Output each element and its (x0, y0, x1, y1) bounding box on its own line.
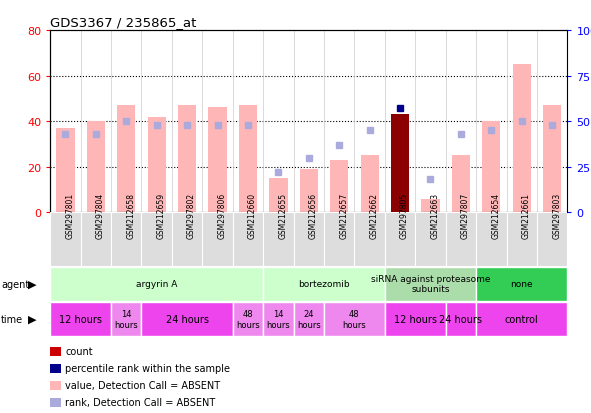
Text: none: none (511, 280, 533, 288)
Text: rank, Detection Call = ABSENT: rank, Detection Call = ABSENT (65, 397, 215, 407)
Bar (263, 267, 385, 301)
Text: agent: agent (1, 279, 30, 289)
Text: 48
hours: 48 hours (343, 309, 366, 329)
Bar (324, 213, 355, 266)
Text: 24
hours: 24 hours (297, 309, 321, 329)
Bar (415, 213, 446, 266)
Text: 14
hours: 14 hours (267, 309, 290, 329)
Bar (512, 65, 531, 213)
Bar (421, 199, 440, 213)
Text: GSM212658: GSM212658 (126, 192, 135, 238)
Bar (269, 178, 287, 213)
Text: 48
hours: 48 hours (236, 309, 260, 329)
Text: GSM212657: GSM212657 (339, 192, 348, 238)
Text: 12 hours: 12 hours (59, 314, 102, 324)
Text: 14
hours: 14 hours (115, 309, 138, 329)
Bar (385, 213, 415, 266)
Text: ▶: ▶ (28, 314, 37, 324)
Text: argyrin A: argyrin A (136, 280, 177, 288)
Bar (391, 115, 409, 213)
Text: control: control (505, 314, 538, 324)
Bar (172, 213, 202, 266)
Bar (50, 302, 111, 336)
Bar (233, 302, 263, 336)
Bar (330, 160, 348, 213)
Bar (50, 267, 263, 301)
Text: GSM297805: GSM297805 (400, 192, 409, 238)
Text: GSM297807: GSM297807 (461, 192, 470, 238)
Text: 12 hours: 12 hours (394, 314, 437, 324)
Bar (50, 213, 80, 266)
Bar (543, 106, 561, 213)
Bar (385, 267, 476, 301)
Text: GSM297804: GSM297804 (96, 192, 105, 238)
Text: GSM212661: GSM212661 (522, 192, 531, 238)
Bar (537, 213, 567, 266)
Bar (239, 106, 257, 213)
Bar (324, 302, 385, 336)
Text: GSM212663: GSM212663 (430, 192, 440, 238)
Text: GSM212660: GSM212660 (248, 192, 257, 238)
Text: siRNA against proteasome
subunits: siRNA against proteasome subunits (371, 274, 490, 294)
Bar (446, 213, 476, 266)
Bar (141, 213, 172, 266)
Bar (294, 302, 324, 336)
Bar (202, 213, 233, 266)
Bar (87, 122, 105, 213)
Bar (476, 302, 567, 336)
Bar (111, 302, 141, 336)
Bar (263, 213, 294, 266)
Bar (117, 106, 135, 213)
Text: 24 hours: 24 hours (165, 314, 209, 324)
Text: GSM212656: GSM212656 (309, 192, 318, 238)
Text: time: time (1, 314, 23, 324)
Bar (452, 156, 470, 213)
Text: GSM297806: GSM297806 (217, 192, 226, 238)
Bar (178, 106, 196, 213)
Text: GSM212659: GSM212659 (157, 192, 165, 238)
Bar (355, 213, 385, 266)
Text: bortezomib: bortezomib (298, 280, 350, 288)
Bar (209, 108, 227, 213)
Bar (385, 302, 446, 336)
Text: GSM212655: GSM212655 (278, 192, 287, 238)
Bar (141, 302, 233, 336)
Bar (476, 267, 567, 301)
Text: GSM297802: GSM297802 (187, 192, 196, 238)
Bar (294, 213, 324, 266)
Text: ▶: ▶ (28, 279, 37, 289)
Text: GSM212662: GSM212662 (369, 192, 379, 238)
Text: count: count (65, 347, 93, 356)
Bar (148, 117, 166, 213)
Bar (56, 128, 74, 213)
Text: GSM297803: GSM297803 (552, 192, 561, 238)
Bar (233, 213, 263, 266)
Text: GDS3367 / 235865_at: GDS3367 / 235865_at (50, 16, 197, 29)
Text: value, Detection Call = ABSENT: value, Detection Call = ABSENT (65, 380, 220, 390)
Text: 24 hours: 24 hours (439, 314, 482, 324)
Bar (482, 122, 501, 213)
Bar (506, 213, 537, 266)
Bar (446, 302, 476, 336)
Bar (300, 169, 318, 213)
Bar (476, 213, 506, 266)
Bar (263, 302, 294, 336)
Bar (361, 156, 379, 213)
Bar (80, 213, 111, 266)
Text: GSM297801: GSM297801 (66, 192, 74, 238)
Bar (111, 213, 141, 266)
Text: percentile rank within the sample: percentile rank within the sample (65, 363, 230, 373)
Text: GSM212654: GSM212654 (491, 192, 501, 238)
